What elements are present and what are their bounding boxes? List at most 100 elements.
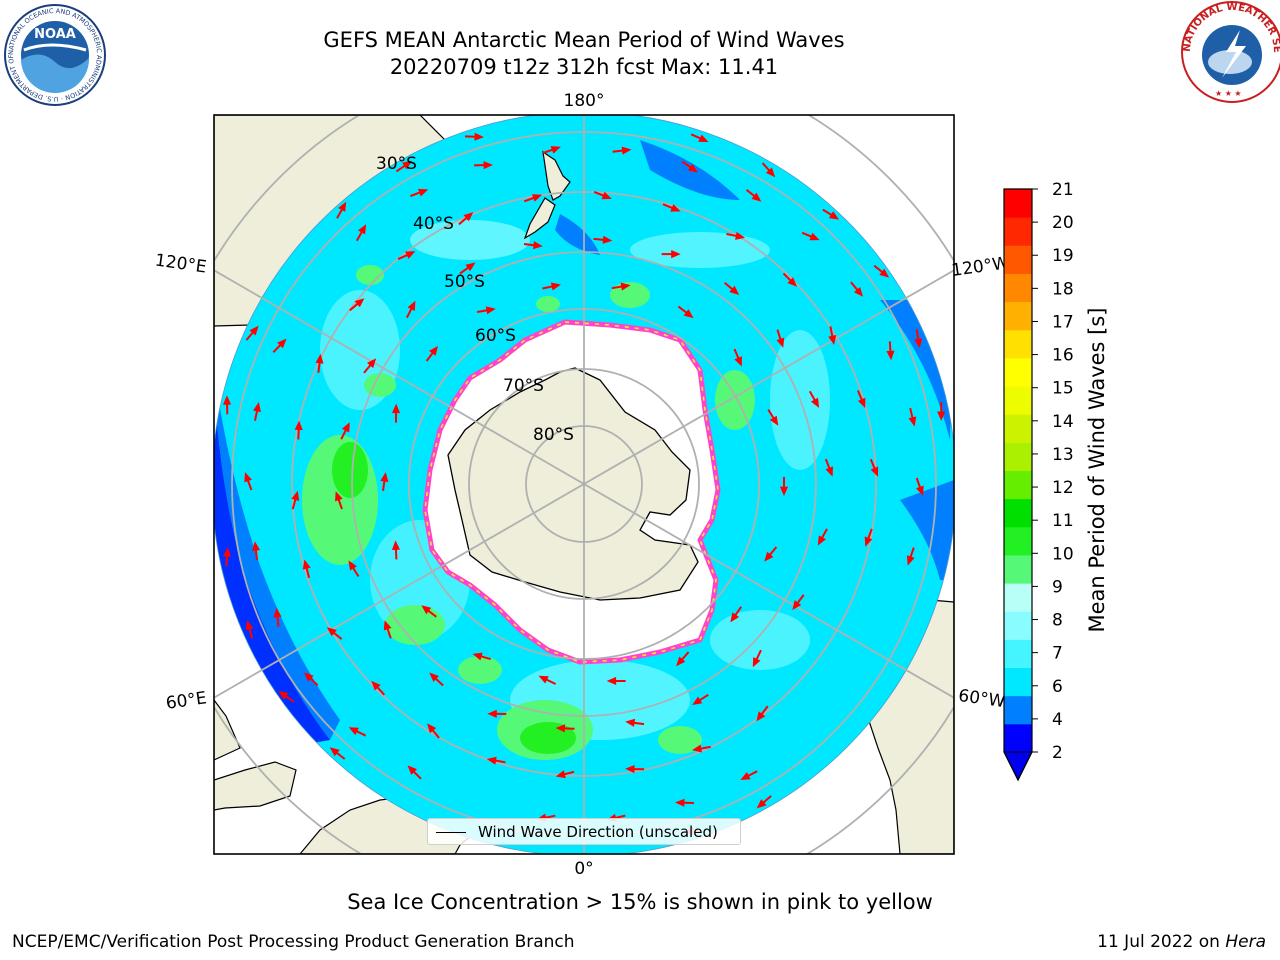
colorbar-segment	[1004, 554, 1032, 584]
lon-label-120w: 120°W	[950, 253, 1010, 281]
wind-arrow-head	[223, 547, 232, 557]
wind-arrow-head	[756, 799, 767, 809]
wind-arrow-head	[698, 134, 709, 142]
lat-label-70s: 70°S	[503, 376, 544, 396]
colorbar-segment	[1004, 217, 1032, 246]
wind-arrow-head	[687, 163, 698, 173]
footer-date: 11 Jul 2022 on Hera	[1097, 932, 1266, 952]
wind-arrow-head	[463, 212, 474, 222]
wind-arrow-head	[625, 765, 635, 774]
colorbar-tick-label: 12	[1052, 478, 1074, 498]
chart-subtitle: 20220709 t12z 312h fcst Max: 11.41	[389, 55, 779, 79]
colorbar-tick-label: 11	[1052, 511, 1074, 531]
wind-arrow-head	[683, 309, 694, 319]
new-zealand	[523, 150, 571, 240]
wind-arrow-head	[405, 251, 416, 259]
svg-text:NOAA: NOAA	[34, 27, 76, 42]
wind-arrow-head	[407, 765, 417, 775]
colorbar-segment	[1004, 273, 1032, 303]
colorbar-segment	[1004, 442, 1032, 471]
colorbar-tick-label: 9	[1052, 577, 1063, 597]
colorbar-tick-label: 21	[1052, 180, 1074, 200]
wind-arrow-head	[427, 723, 437, 734]
wind-arrow-head	[729, 285, 740, 295]
wind-arrow-head	[621, 146, 632, 155]
graticule	[214, 115, 954, 854]
wind-wave-arrows	[223, 132, 946, 836]
wind-arrow-head	[294, 420, 303, 431]
wind-arrow-head	[810, 397, 820, 408]
wind-arrow-head	[602, 235, 613, 244]
wind-arrow-head	[383, 620, 392, 631]
colorbar-tick-label: 13	[1052, 445, 1074, 465]
wind-arrow-head	[392, 403, 401, 414]
wind-arrow-head	[730, 612, 740, 623]
footer-host: Hera	[1225, 932, 1266, 952]
wind-arrow-head	[338, 201, 347, 212]
wind-arrow-head	[418, 188, 429, 197]
wind-arrow-head	[740, 772, 751, 780]
colorbar-tick-label: 10	[1052, 544, 1074, 564]
wind-arrow-head	[472, 652, 483, 661]
wind-arrow-head	[358, 224, 367, 235]
colorbar-tick-label: 2	[1052, 743, 1063, 763]
wind-arrow-head	[676, 656, 686, 667]
wind-arrow-head	[348, 560, 357, 571]
wind-arrow-head	[273, 607, 282, 618]
wind-arrow-head	[692, 744, 702, 753]
wind-arrow-head	[937, 411, 946, 421]
colorbar-segment	[1004, 526, 1032, 556]
colorbar-segment	[1004, 639, 1032, 669]
colorbar-segment	[1004, 611, 1032, 640]
colorbar-tick-label: 18	[1052, 279, 1074, 299]
wind-arrow-head	[864, 536, 873, 547]
colorbar-segment	[1004, 357, 1032, 387]
wind-arrow-head	[291, 490, 300, 501]
wind-arrow-head	[533, 241, 543, 250]
wind-arrow-head	[367, 358, 377, 369]
wind-arrow-head	[886, 350, 895, 361]
wind-arrow-head	[734, 356, 742, 367]
wind-arrow-head	[555, 724, 566, 733]
wind-arrow-head	[787, 277, 797, 287]
map-legend: Wind Wave Direction (unscaled)	[427, 818, 741, 845]
noaa-logo: NATIONAL OCEANIC AND ATMOSPHERIC ADMINIS…	[0, 0, 106, 106]
wind-arrow-head	[277, 338, 287, 349]
colorbar-label: Mean Period of Wind Waves [s]	[1085, 307, 1109, 633]
wind-arrow-head	[315, 353, 324, 364]
nws-logo: NATIONAL WEATHER SERVICE ★ ★ ★	[0, 0, 1280, 103]
wind-arrow-head	[251, 541, 260, 551]
lat-label-40s: 40°S	[413, 214, 454, 234]
wind-arrow-head	[429, 672, 439, 682]
lat-label-60s: 60°S	[475, 326, 516, 346]
wind-arrow-head	[870, 466, 879, 477]
wind-arrow-head	[402, 160, 413, 170]
wind-arrow-head	[487, 709, 497, 718]
wind-arrow-head	[329, 747, 340, 757]
colorbar-segment	[1004, 386, 1032, 415]
wind-arrow-head	[914, 338, 923, 349]
lon-label-120e: 120°E	[154, 251, 208, 278]
wind-arrow-head	[916, 485, 924, 496]
wind-arrow-head	[751, 192, 762, 202]
legend-label: Wind Wave Direction (unscaled)	[478, 823, 718, 841]
colorbar-tick-label: 8	[1052, 611, 1063, 631]
wind-arrow-head	[817, 535, 826, 546]
colorbar-segment	[1004, 667, 1032, 697]
antarctica	[447, 367, 699, 601]
colorbar-tick-label: 17	[1052, 312, 1074, 332]
wind-arrow-head	[779, 486, 789, 496]
wind-arrow-head	[531, 194, 543, 202]
wind-arrow-head	[421, 605, 432, 615]
wind-arrow-head	[555, 770, 566, 779]
wind-arrow-head	[486, 756, 497, 765]
colorbar-tick-label: 19	[1052, 246, 1074, 266]
wind-arrow-head	[380, 472, 389, 482]
wind-arrow-head	[244, 472, 252, 483]
colorbar-frame	[1003, 188, 1033, 782]
colorbar: 2 4 6 7 8 9 10 11 12 13 14 15 16 17 18 19 20 21	[1003, 180, 1074, 782]
colorbar-tick-label: 6	[1052, 677, 1063, 697]
caption: Sea Ice Concentration > 15% is shown in …	[347, 890, 933, 914]
wind-arrow-head	[429, 345, 438, 356]
